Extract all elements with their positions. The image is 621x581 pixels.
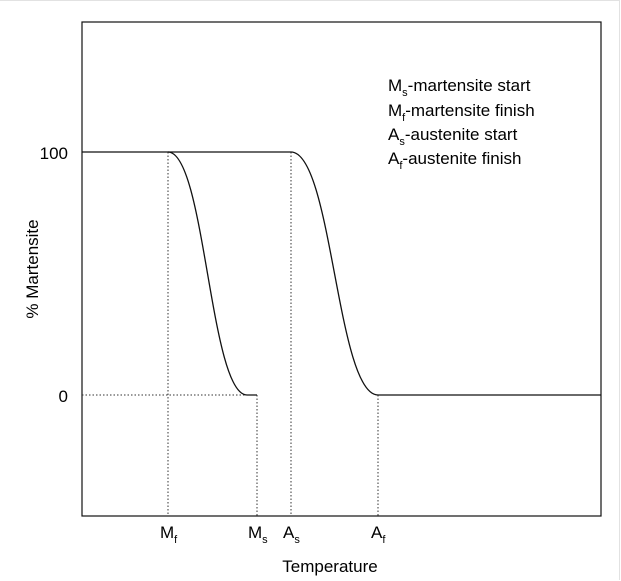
plot-frame	[81, 21, 602, 517]
legend-item-mf: Mf-martensite finish	[388, 101, 535, 124]
legend-item-ms: Ms-martensite start	[388, 76, 531, 99]
legend: Ms-martensite start Mf-martensite finish…	[388, 76, 535, 172]
y-axis-label: % Martensite	[23, 219, 42, 318]
x-tick-label-mf: Mf	[160, 523, 178, 546]
legend-item-as: As-austenite start	[388, 125, 518, 148]
x-axis-label: Temperature	[282, 557, 377, 576]
x-tick-label-af: Af	[371, 523, 386, 546]
y-tick-label-100: 100	[40, 144, 68, 163]
legend-item-af: Af-austenite finish	[388, 149, 521, 172]
y-tick-label-0: 0	[59, 387, 68, 406]
heating-curve	[168, 151, 601, 396]
x-tick-label-ms: Ms	[248, 523, 268, 546]
x-tick-label-as: As	[283, 523, 300, 546]
cooling-curve	[82, 151, 257, 396]
